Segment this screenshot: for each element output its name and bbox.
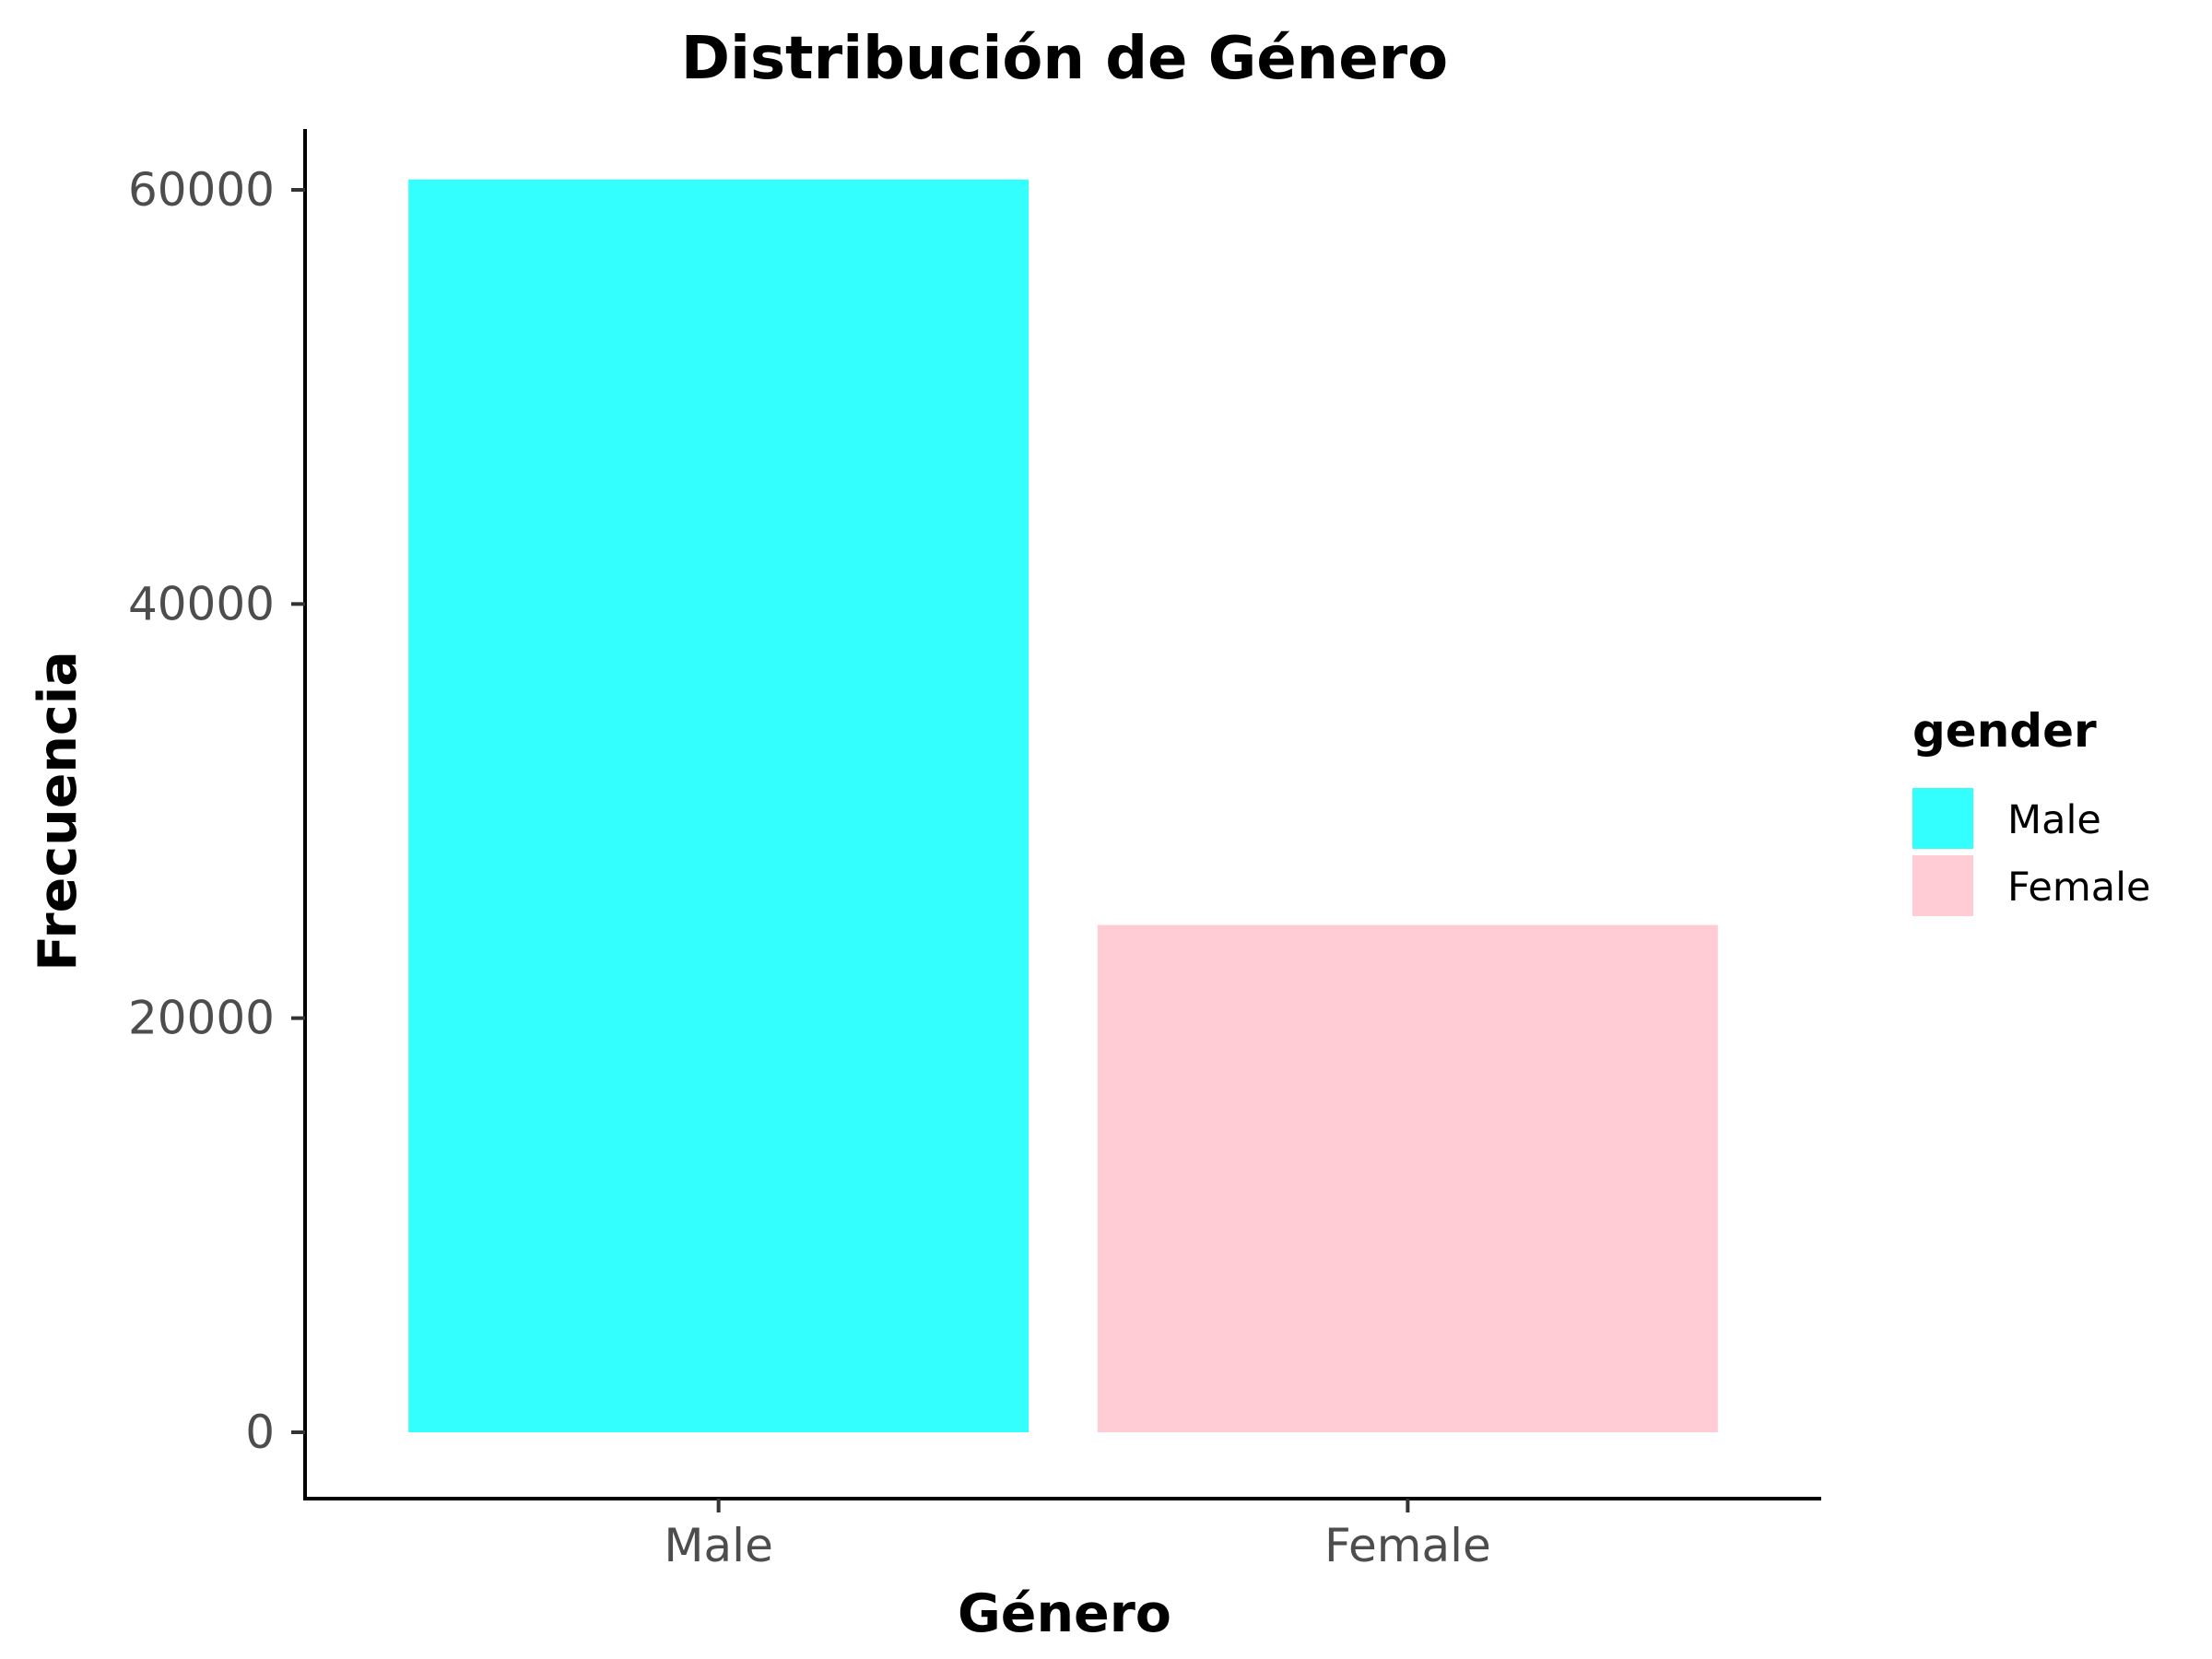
x-tick-label: Female: [1324, 1519, 1491, 1572]
y-axis-title: Frecuencia: [28, 651, 88, 971]
y-tick-label: 40000: [128, 577, 275, 630]
legend-label: Male: [2007, 797, 2101, 843]
bar-male: [408, 179, 1030, 1433]
y-tick-label: 20000: [128, 992, 275, 1045]
x-axis-ticks: Male Female: [664, 1499, 1491, 1572]
y-axis-ticks: 0 20000 40000 60000: [128, 163, 305, 1459]
y-tick-label: 60000: [128, 163, 275, 217]
legend-items: Male Female: [1912, 788, 2150, 916]
legend-key-male: [1912, 788, 1973, 849]
chart-title: Distribución de Género: [681, 25, 1448, 93]
x-axis-title: Género: [958, 1583, 1171, 1644]
legend-key-female: [1912, 855, 1973, 916]
legend-title: gender: [1912, 704, 2097, 758]
bar-female: [1097, 924, 1718, 1432]
legend: gender Male Female: [1912, 704, 2150, 916]
y-tick-label: 0: [245, 1406, 275, 1459]
plot-area: [408, 179, 1718, 1433]
x-tick-label: Male: [664, 1519, 772, 1572]
legend-label: Female: [2007, 865, 2150, 911]
